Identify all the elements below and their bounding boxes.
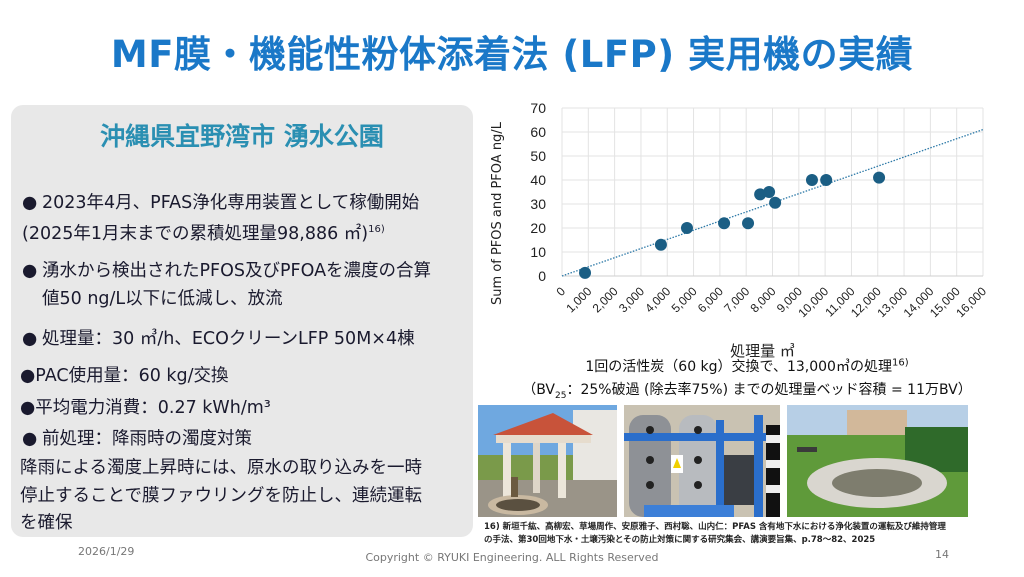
slide-title: MF膜・機能性粉体添着法 (LFP) 実用機の実績 <box>110 33 914 76</box>
x-tick-label: 7,000 <box>721 284 752 315</box>
chart-caption-line-2: （BV25：25%破過 (除去率75%) までの処理量ベッド容積 = 11万BV… <box>522 382 972 401</box>
y-tick-label: 30 <box>530 196 546 212</box>
spring-pond-photo <box>787 405 968 517</box>
footer-date: 2026/1/29 <box>78 545 135 558</box>
y-tick-label: 40 <box>530 172 546 188</box>
x-tick-label: 8,000 <box>747 284 778 315</box>
x-tick-label: 16,000 <box>953 284 989 320</box>
bullet-dot-icon: ● <box>22 193 38 213</box>
chart-x-axis-label: 処理量 ㎥ <box>730 342 795 360</box>
paragraph-line-1: 降雨による濁度上昇時には、原水の取り込みを一時 <box>20 458 422 478</box>
y-tick-label: 20 <box>530 220 546 236</box>
y-tick-label: 70 <box>530 100 546 116</box>
bullet-dot-icon: ● <box>22 429 38 449</box>
x-tick-label: 4,000 <box>642 284 673 315</box>
spring-pavilion-photo <box>478 405 617 517</box>
data-point <box>820 174 833 186</box>
x-tick-label: 3,000 <box>616 284 647 315</box>
bullet-dot-icon: ● <box>22 261 38 281</box>
data-point <box>654 238 667 251</box>
data-point <box>805 174 818 186</box>
footer-copyright: Copyright © RYUKI Engineering. ALL Right… <box>365 551 659 564</box>
x-tick-label: 1,000 <box>563 284 594 315</box>
y-tick-label: 10 <box>530 244 546 260</box>
scatter-chart: 01,0002,0003,0004,0005,0006,0007,0008,00… <box>530 100 989 360</box>
x-tick-label: 6,000 <box>695 284 726 315</box>
paragraph-line-3: を確保 <box>20 513 73 533</box>
y-tick-label: 50 <box>530 148 546 164</box>
data-point <box>680 222 693 234</box>
site-heading: 沖縄県宜野湾市 湧水公園 <box>100 122 384 151</box>
chart-caption-line-1: 1回の活性炭（60 kg）交換で、13,000㎥の処理16) <box>585 357 909 375</box>
site-info-panel: 沖縄県宜野湾市 湧水公園 <box>11 105 473 537</box>
bullet-item-2: ● 湧水から検出されたPFOS及びPFOAを濃度の合算 <box>22 258 431 284</box>
bullet-item-3: ● 処理量：30 ㎥/h、ECOクリーンLFP 50M×4棟 <box>22 326 415 352</box>
data-point <box>769 196 782 209</box>
bullet-item-1: ● 2023年4月、PFAS浄化専用装置として稼働開始 <box>22 190 419 216</box>
data-point <box>763 186 776 198</box>
page-number: 14 <box>935 548 949 561</box>
bullet-item-5: ●平均電力消費：0.27 kWh/m³ <box>20 398 271 418</box>
x-tick-label: 5,000 <box>669 284 700 315</box>
data-point <box>579 266 592 279</box>
bullet-item-6: ● 前処理：降雨時の濁度対策 <box>22 426 252 452</box>
x-tick-label: 2,000 <box>590 284 621 315</box>
bullet-item-4: ●PAC使用量：60 kg/交換 <box>20 366 229 386</box>
lfp-equipment-photo <box>624 405 780 517</box>
data-point <box>718 217 731 230</box>
y-tick-label: 0 <box>538 268 546 284</box>
bullet-dot-icon: ● <box>22 329 38 349</box>
paragraph-line-2: 停止することで膜ファウリングを防止し、連続運転 <box>20 486 422 506</box>
x-tick-label: 0 <box>553 284 568 299</box>
bullet-item-1-cont: (2025年1月末までの累積処理量98,886 ㎡)16) <box>22 223 385 244</box>
y-tick-label: 60 <box>530 124 546 140</box>
reference-citation: 16) 新垣千紘、髙柳宏、草場周作、安原雅子、西村聡、山内仁：PFAS 含有地下… <box>484 522 946 545</box>
data-point <box>873 171 886 184</box>
bullet-item-2-cont: 値50 ng/L以下に低減し、放流 <box>42 289 283 309</box>
data-point <box>742 217 755 230</box>
